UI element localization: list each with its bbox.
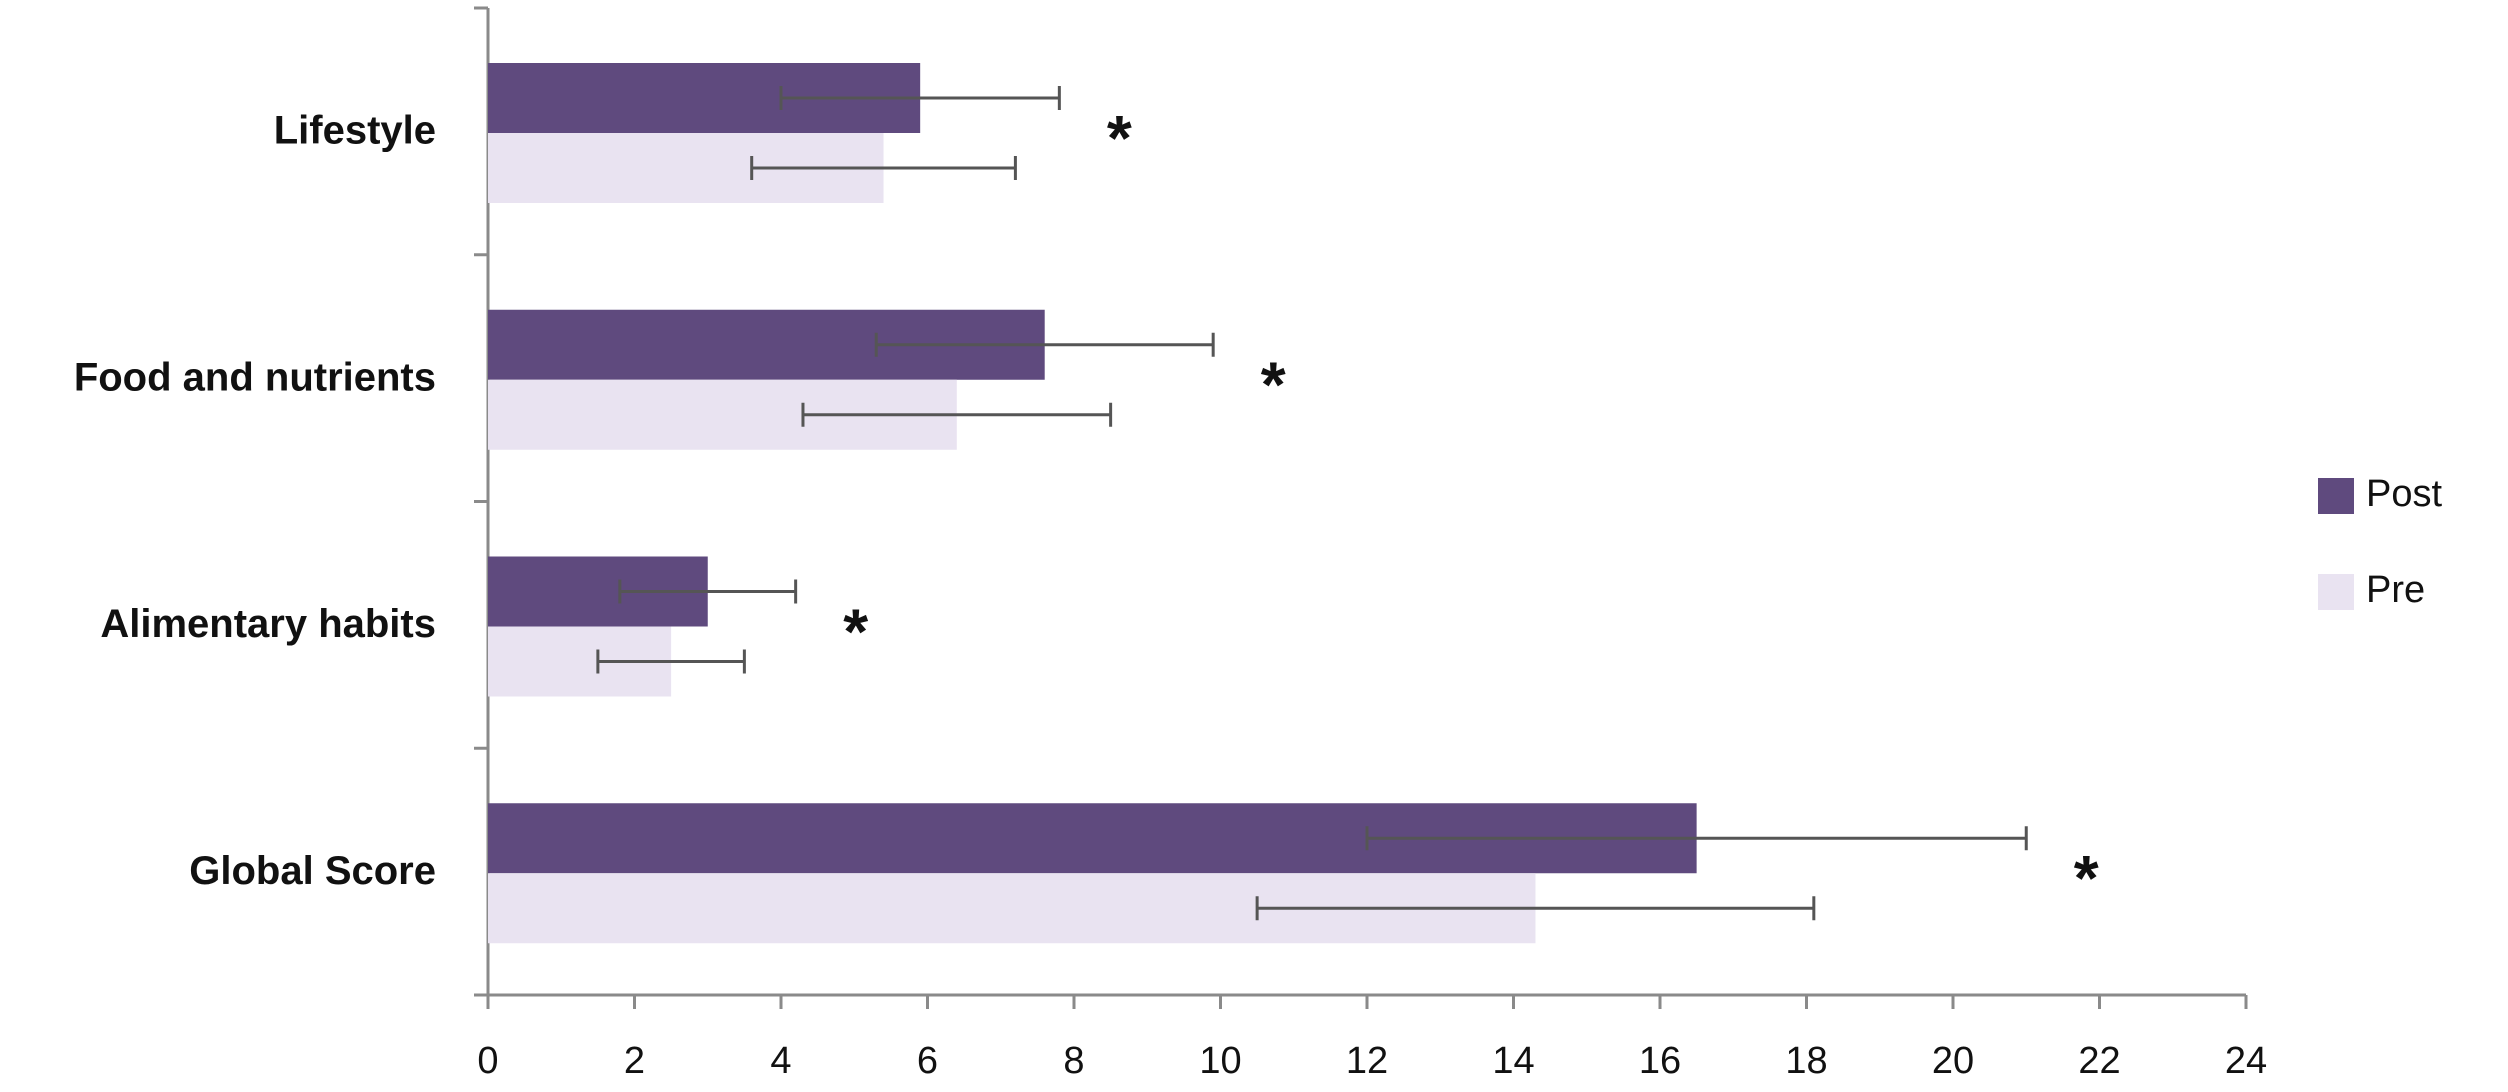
significance-marker: * [843, 595, 868, 667]
significance-marker: * [2074, 842, 2099, 914]
legend-label: Post [2366, 473, 2442, 515]
error-bar [1365, 826, 2028, 851]
error-bar [618, 579, 798, 604]
x-tick-label: 6 [917, 1040, 938, 1082]
x-tick-label: 0 [477, 1040, 498, 1082]
category-label: Lifestyle [274, 109, 436, 153]
x-tick-label: 22 [2078, 1040, 2120, 1082]
legend-swatch [2318, 574, 2354, 610]
x-tick-label: 20 [1932, 1040, 1974, 1082]
x-tick-label: 10 [1199, 1040, 1241, 1082]
legend-label: Pre [2366, 569, 2425, 611]
x-tick-label: 14 [1492, 1040, 1534, 1082]
category-label: Global Score [189, 849, 436, 893]
x-tick-label: 24 [2225, 1040, 2267, 1082]
significance-marker: * [1107, 102, 1132, 174]
category-label: Food and nutrients [74, 355, 436, 399]
x-tick-label: 12 [1346, 1040, 1388, 1082]
x-tick-label: 8 [1063, 1040, 1084, 1082]
x-tick-label: 16 [1639, 1040, 1681, 1082]
x-tick-label: 18 [1785, 1040, 1827, 1082]
legend-swatch [2318, 478, 2354, 514]
error-bar [1255, 896, 1816, 921]
error-bar [874, 332, 1215, 357]
error-bar [750, 156, 1017, 180]
error-bar [596, 649, 746, 674]
error-bar [779, 86, 1061, 110]
x-tick-label: 2 [624, 1040, 645, 1082]
error-bar [801, 402, 1113, 427]
significance-marker: * [1261, 349, 1286, 421]
x-tick-label: 4 [770, 1040, 791, 1082]
category-label: Alimentary habits [100, 602, 436, 646]
